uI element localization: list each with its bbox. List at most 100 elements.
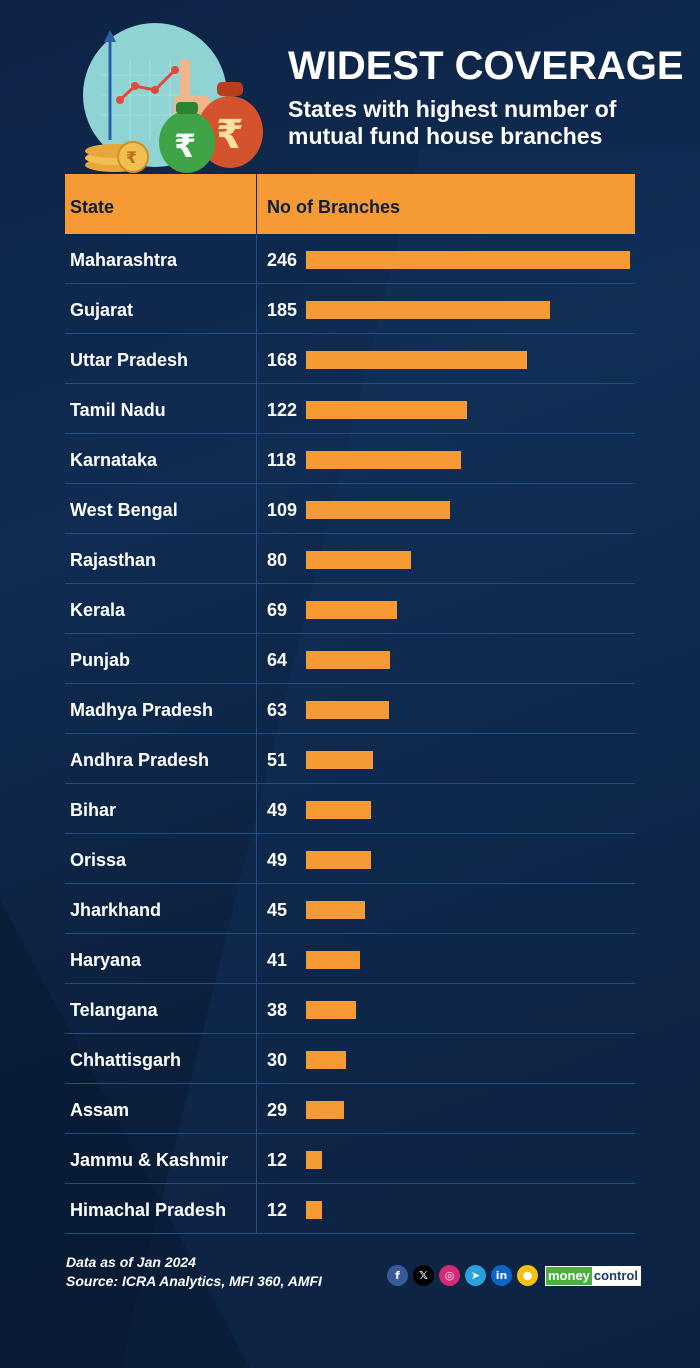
- table-row: West Bengal 109: [65, 484, 635, 534]
- branch-bar: [306, 1101, 344, 1119]
- logo-part-money: money: [546, 1266, 592, 1285]
- column-header-branches: No of Branches: [267, 197, 401, 217]
- branch-bar: [306, 851, 371, 869]
- state-label: Andhra Pradesh: [70, 750, 210, 770]
- x-icon[interactable]: 𝕏: [413, 1265, 434, 1286]
- state-label: Rajasthan: [70, 550, 157, 570]
- branch-count-label: 30: [267, 1050, 288, 1070]
- branch-bar: [306, 301, 550, 319]
- branch-count-label: 109: [267, 500, 298, 520]
- branches-bar-table: State No of Branches Maharashtra 246 Gujar…: [65, 174, 635, 1234]
- branch-count-label: 12: [267, 1200, 288, 1220]
- branch-count-label: 49: [267, 800, 288, 820]
- table-row: Tamil Nadu 122: [65, 384, 635, 434]
- state-label: Haryana: [70, 950, 142, 970]
- state-label: Tamil Nadu: [70, 400, 166, 420]
- state-label: Uttar Pradesh: [70, 350, 189, 370]
- branch-bar: [306, 551, 411, 569]
- branch-count-label: 246: [267, 250, 298, 270]
- branch-bar: [306, 601, 397, 619]
- table-row: Jammu & Kashmir 12: [65, 1134, 635, 1184]
- linkedin-icon[interactable]: in: [491, 1265, 512, 1286]
- telegram-icon[interactable]: ➤: [465, 1265, 486, 1286]
- state-label: Karnataka: [70, 450, 158, 470]
- moneycontrol-logo[interactable]: money control: [545, 1265, 641, 1286]
- column-divider: [256, 234, 257, 1234]
- koo-icon[interactable]: ●: [517, 1265, 538, 1286]
- table-row: Maharashtra 246: [65, 234, 635, 284]
- table-row: Rajasthan 80: [65, 534, 635, 584]
- branch-count-label: 122: [267, 400, 298, 420]
- table-body: Maharashtra 246 Gujarat 185 Uttar Pradesh 168…: [65, 234, 635, 1234]
- table-row: Madhya Pradesh 63: [65, 684, 635, 734]
- branch-count-label: 38: [267, 1000, 288, 1020]
- header-divider: [256, 174, 257, 234]
- state-label: Assam: [70, 1100, 130, 1120]
- table-row: Bihar 49: [65, 784, 635, 834]
- table-row: Telangana 38: [65, 984, 635, 1034]
- table-row: Andhra Pradesh 51: [65, 734, 635, 784]
- facebook-icon[interactable]: f: [387, 1265, 408, 1286]
- branch-bar: [306, 1151, 322, 1169]
- state-label: Kerala: [70, 600, 126, 620]
- branch-count-label: 168: [267, 350, 298, 370]
- branch-count-label: 63: [267, 700, 288, 720]
- branch-bar: [306, 951, 360, 969]
- branch-bar: [306, 651, 390, 669]
- table-row: Chhattisgarh 30: [65, 1034, 635, 1084]
- branch-bar: [306, 1001, 356, 1019]
- state-label: Punjab: [70, 650, 131, 670]
- branch-count-label: 49: [267, 850, 288, 870]
- branch-bar: [306, 501, 450, 519]
- state-label: West Bengal: [70, 500, 178, 520]
- branch-count-label: 41: [267, 950, 288, 970]
- page-subtitle: States with highest number of mutual fun…: [288, 96, 617, 149]
- branch-count-label: 45: [267, 900, 288, 920]
- state-label: Himachal Pradesh: [70, 1200, 227, 1220]
- branch-count-label: 185: [267, 300, 298, 320]
- state-label: Jammu & Kashmir: [70, 1150, 229, 1170]
- page-title: WIDEST COVERAGE: [288, 44, 684, 88]
- social-links: f 𝕏 ◎ ➤ in ● money control: [387, 1265, 641, 1286]
- table-row: Haryana 41: [65, 934, 635, 984]
- branch-bar: [306, 1201, 322, 1219]
- branch-bar: [306, 451, 461, 469]
- table-row: Punjab 64: [65, 634, 635, 684]
- state-label: Orissa: [70, 850, 127, 870]
- column-header-state: State: [70, 197, 115, 217]
- data-date-note: Data as of Jan 2024: [66, 1254, 196, 1270]
- table-row: Uttar Pradesh 168: [65, 334, 635, 384]
- branch-bar: [306, 801, 371, 819]
- footer-notes: Data as of Jan 2024 Source: ICRA Analyti…: [66, 1253, 322, 1291]
- table-row: Gujarat 185: [65, 284, 635, 334]
- svg-text:₹: ₹: [174, 127, 196, 165]
- svg-text:₹: ₹: [216, 112, 244, 158]
- state-label: Telangana: [70, 1000, 158, 1020]
- state-label: Madhya Pradesh: [70, 700, 214, 720]
- state-label: Jharkhand: [70, 900, 162, 920]
- table-row: Jharkhand 45: [65, 884, 635, 934]
- instagram-icon[interactable]: ◎: [439, 1265, 460, 1286]
- branch-count-label: 12: [267, 1150, 288, 1170]
- table-row: Assam 29: [65, 1084, 635, 1134]
- branch-bar: [306, 751, 373, 769]
- state-label: Maharashtra: [70, 250, 178, 270]
- table-header: State No of Branches: [65, 174, 635, 234]
- branch-count-label: 118: [267, 450, 297, 470]
- branch-bar: [306, 901, 365, 919]
- branch-bar: [306, 701, 389, 719]
- branch-count-label: 29: [267, 1100, 288, 1120]
- table-row: Kerala 69: [65, 584, 635, 634]
- branch-bar: [306, 251, 630, 269]
- state-label: Bihar: [70, 800, 117, 820]
- growth-chart-money-bags-illustration: ₹ ₹ ₹: [83, 23, 263, 173]
- table-row: Karnataka 118: [65, 434, 635, 484]
- branch-count-label: 69: [267, 600, 288, 620]
- logo-part-control: control: [591, 1266, 640, 1285]
- branch-count-label: 51: [267, 750, 288, 770]
- branch-bar: [306, 351, 527, 369]
- branch-bar: [306, 1051, 346, 1069]
- branch-count-label: 64: [267, 650, 288, 670]
- branch-count-label: 80: [267, 550, 288, 570]
